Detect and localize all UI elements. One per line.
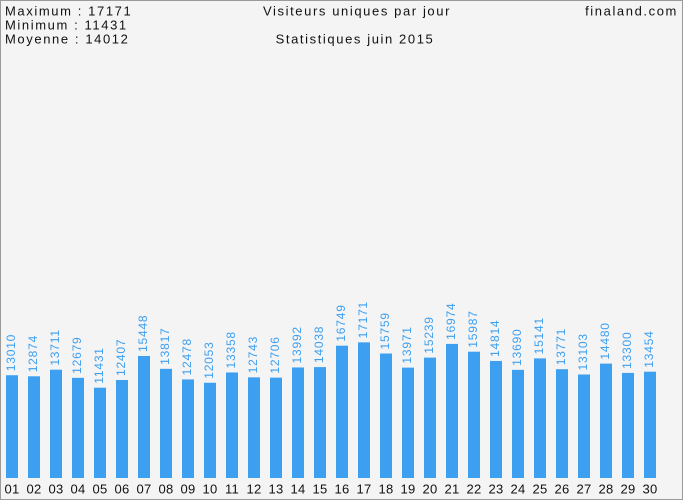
x-tick-label: 24 <box>510 481 525 496</box>
x-tick-label: 20 <box>422 481 437 496</box>
value-label: 12874 <box>26 335 40 372</box>
bar <box>622 372 634 478</box>
value-label: 13971 <box>400 326 414 363</box>
x-tick-label: 15 <box>312 481 327 496</box>
stat-line: Minimum : 11431 <box>5 17 128 32</box>
x-tick-label: 13 <box>268 481 283 496</box>
value-label: 13771 <box>554 328 568 365</box>
bar <box>402 367 414 478</box>
value-label: 12743 <box>246 336 260 373</box>
value-label: 13010 <box>4 334 18 371</box>
bar <box>556 369 568 478</box>
value-label: 15239 <box>422 316 436 353</box>
x-tick-label: 18 <box>378 481 393 496</box>
x-tick-label: 25 <box>532 481 547 496</box>
value-label: 15141 <box>532 317 546 354</box>
value-label: 15987 <box>466 310 480 347</box>
x-tick-label: 10 <box>202 481 217 496</box>
bar <box>292 367 304 478</box>
x-tick-label: 22 <box>466 481 481 496</box>
value-label: 13454 <box>642 330 656 367</box>
stat-line: Maximum : 17171 <box>5 3 132 18</box>
site-name: finaland.com <box>585 3 678 18</box>
x-tick-label: 09 <box>180 481 195 496</box>
x-tick-label: 29 <box>620 481 635 496</box>
value-label: 15448 <box>136 315 150 352</box>
value-label: 13711 <box>48 329 62 365</box>
x-tick-label: 14 <box>290 481 305 496</box>
bar <box>424 357 436 478</box>
value-label: 14480 <box>598 322 612 359</box>
value-label: 12706 <box>268 336 282 373</box>
bar <box>226 372 238 478</box>
bar <box>50 369 62 478</box>
bar <box>490 360 502 478</box>
bar <box>160 368 172 478</box>
value-label: 13817 <box>158 327 172 364</box>
value-label: 12478 <box>180 338 194 375</box>
x-tick-label: 17 <box>356 481 371 496</box>
bar <box>116 379 128 478</box>
x-tick-label: 11 <box>225 481 239 496</box>
value-label: 12407 <box>114 339 128 376</box>
stat-line: Moyenne : 14012 <box>5 31 129 46</box>
bar <box>644 371 656 478</box>
bar <box>534 358 546 478</box>
value-label: 15759 <box>378 312 392 349</box>
bar <box>6 375 18 478</box>
x-tick-label: 26 <box>554 481 569 496</box>
bar <box>72 377 84 478</box>
value-label: 11431 <box>92 347 106 383</box>
value-label: 12679 <box>70 336 84 373</box>
x-tick-label: 05 <box>92 481 107 496</box>
value-label: 12053 <box>202 341 216 378</box>
bar <box>468 351 480 478</box>
bar <box>138 355 150 478</box>
x-tick-label: 27 <box>576 481 591 496</box>
x-tick-label: 28 <box>598 481 613 496</box>
value-label: 16974 <box>444 303 458 340</box>
x-tick-label: 08 <box>158 481 173 496</box>
x-tick-label: 23 <box>488 481 503 496</box>
x-tick-label: 07 <box>136 481 151 496</box>
bar <box>204 382 216 478</box>
x-tick-label: 12 <box>246 481 261 496</box>
bar <box>28 376 40 478</box>
value-label: 13300 <box>620 332 634 369</box>
bar <box>578 374 590 478</box>
bar <box>270 377 282 478</box>
x-tick-label: 30 <box>642 481 657 496</box>
x-tick-label: 01 <box>4 481 19 496</box>
bar <box>600 363 612 478</box>
value-label: 13690 <box>510 328 524 365</box>
x-tick-label: 02 <box>26 481 41 496</box>
bar <box>380 353 392 478</box>
bar <box>94 387 106 478</box>
value-label: 13358 <box>224 331 238 368</box>
value-label: 14814 <box>488 320 502 357</box>
x-tick-label: 19 <box>400 481 415 496</box>
value-label: 16749 <box>334 304 348 341</box>
bar <box>446 343 458 478</box>
value-label: 17171 <box>356 301 370 338</box>
bar <box>314 367 326 478</box>
value-label: 13103 <box>576 333 590 370</box>
bar <box>248 377 260 478</box>
x-tick-label: 04 <box>70 481 85 496</box>
bar <box>358 342 370 478</box>
chart-title: Visiteurs uniques par jour <box>263 3 451 18</box>
bar <box>512 369 524 478</box>
chart-subtitle: Statistiques juin 2015 <box>276 31 435 46</box>
x-tick-label: 16 <box>334 481 349 496</box>
value-label: 13992 <box>290 326 304 363</box>
bar <box>182 379 194 478</box>
x-tick-label: 06 <box>114 481 129 496</box>
value-label: 14038 <box>312 326 326 363</box>
x-tick-label: 03 <box>48 481 63 496</box>
bar <box>336 345 348 478</box>
x-tick-label: 21 <box>444 481 459 496</box>
